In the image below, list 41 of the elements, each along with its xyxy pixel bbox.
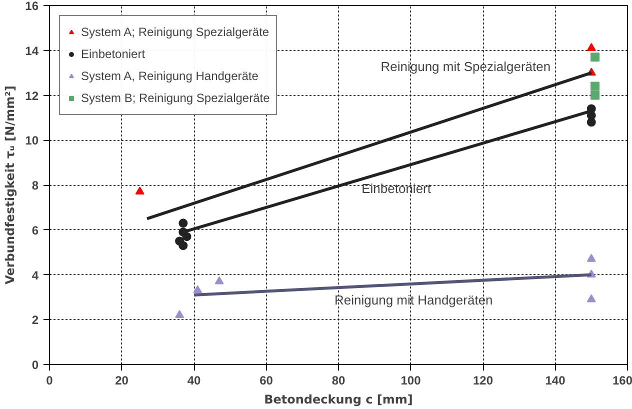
point bbox=[175, 310, 184, 318]
x-tick-label: 140 bbox=[545, 374, 566, 388]
x-axis-title: Betondeckung c [mm] bbox=[264, 392, 413, 406]
legend-label: System A, Reinigung Handgeräte bbox=[81, 69, 258, 83]
legend-label: System B; Reinigung Spezialgeräte bbox=[81, 91, 270, 105]
point bbox=[590, 82, 600, 91]
point bbox=[182, 232, 192, 242]
point bbox=[178, 218, 188, 228]
y-tick-label: 0 bbox=[32, 358, 39, 372]
y-tick-label: 8 bbox=[32, 178, 39, 192]
annotation: Einbetoniert bbox=[362, 181, 432, 196]
y-tick-label: 4 bbox=[32, 268, 39, 282]
x-tick-label: 100 bbox=[400, 374, 422, 388]
legend-label: System A; Reinigung Spezialgeräte bbox=[81, 25, 270, 39]
x-tick-label: 0 bbox=[46, 374, 54, 388]
y-tick-label: 10 bbox=[25, 134, 39, 148]
point bbox=[586, 254, 596, 262]
x-tick-label: 120 bbox=[472, 374, 494, 388]
y-tick-label: 2 bbox=[32, 313, 39, 328]
point bbox=[135, 186, 144, 195]
y-tick-label: 14 bbox=[25, 44, 39, 58]
legend-label: Einbetoniert bbox=[81, 47, 146, 61]
point bbox=[214, 276, 224, 284]
point bbox=[586, 43, 596, 51]
annotation: Reinigung mit Spezialgeräten bbox=[380, 59, 551, 74]
y-tick-label: 16 bbox=[25, 0, 39, 13]
point bbox=[178, 241, 188, 250]
point bbox=[590, 52, 600, 62]
x-tick-label: 40 bbox=[187, 374, 201, 388]
point bbox=[586, 118, 596, 127]
x-tick-label: 60 bbox=[260, 374, 274, 388]
point bbox=[193, 285, 202, 294]
x-tick-label: 80 bbox=[332, 374, 346, 388]
annotation: Reinigung mit Handgeräten bbox=[334, 292, 493, 308]
point bbox=[590, 90, 600, 100]
y-tick-label: 6 bbox=[32, 223, 39, 238]
x-tick-label: 20 bbox=[115, 374, 129, 388]
point bbox=[586, 294, 596, 302]
y-tick-label: 12 bbox=[25, 88, 39, 103]
y-axis-title: Verbundfestigkeit τᵤ [N/mm²] bbox=[3, 86, 18, 284]
x-tick-label: 160 bbox=[612, 374, 632, 388]
